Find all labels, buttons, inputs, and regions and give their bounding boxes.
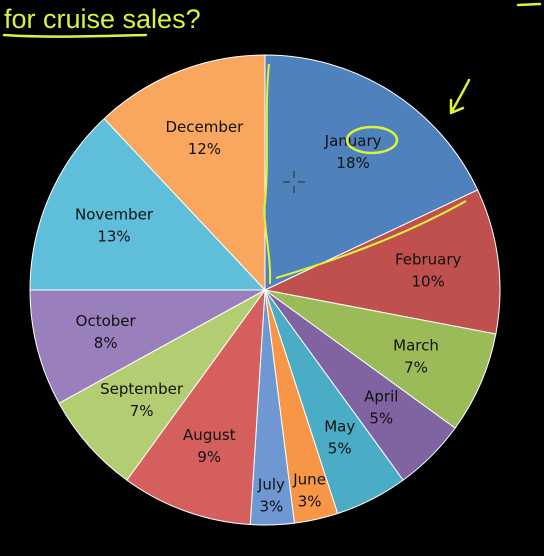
heading-text: for cruise sales? <box>4 4 201 34</box>
slice-month-name: September <box>100 380 184 398</box>
pie-slice-march <box>264 289 497 429</box>
question-heading: for cruise sales? <box>2 2 542 38</box>
slice-month-name: June <box>292 471 326 489</box>
slice-percent-label: 18% <box>336 154 369 172</box>
slice-percent-label: 3% <box>298 493 322 511</box>
slice-label-september: September 7% <box>100 380 184 420</box>
slice-month-name: July <box>257 475 285 493</box>
slice-month-name: May <box>324 418 355 436</box>
heading-underline <box>2 33 148 38</box>
slice-label-march: March 7% <box>393 336 439 376</box>
corner-ink-stroke <box>516 2 542 7</box>
slice-percent-label: 8% <box>94 334 118 352</box>
slice-label-november: November 13% <box>75 206 154 246</box>
slice-month-name: March <box>393 336 439 354</box>
slice-percent-label: 7% <box>130 402 154 420</box>
cursor-crosshair-icon <box>283 171 305 193</box>
slice-label-april: April 5% <box>364 387 398 427</box>
slice-percent-label: 5% <box>369 409 393 427</box>
slice-month-name: January <box>324 132 382 150</box>
slice-label-may: May 5% <box>324 418 355 458</box>
slice-percent-label: 10% <box>412 272 445 290</box>
slice-label-july: July 3% <box>257 475 285 515</box>
annotation-circle <box>345 125 399 155</box>
slice-percent-label: 9% <box>197 448 221 466</box>
slice-percent-label: 7% <box>404 358 428 376</box>
pie-slice-october <box>29 289 266 404</box>
slice-month-name: August <box>183 426 236 444</box>
pie-slice-january <box>264 54 479 291</box>
slice-label-february: February 10% <box>395 250 462 290</box>
slice-percent-label: 12% <box>188 140 221 158</box>
slice-percent-label: 3% <box>260 497 284 515</box>
slice-percent-label: 5% <box>328 440 352 458</box>
annotation-diagonal-stroke <box>275 200 467 279</box>
slice-month-name: April <box>364 387 398 405</box>
annotation-vertical-stroke <box>262 63 272 285</box>
slice-percent-label: 13% <box>97 228 130 246</box>
pie-slice-december <box>103 54 266 292</box>
pie-slice-february <box>263 189 501 335</box>
slice-label-january: January 18% <box>324 132 382 172</box>
slice-label-october: October 8% <box>76 312 137 352</box>
slice-label-december: December 12% <box>166 118 245 158</box>
slice-month-name: November <box>75 206 154 224</box>
slice-label-august: August 9% <box>183 426 236 466</box>
pie-slice-august <box>126 288 266 526</box>
pie-slice-november <box>29 117 267 291</box>
slice-month-name: December <box>166 118 245 136</box>
slice-month-name: October <box>76 312 137 330</box>
slice-label-june: June 3% <box>292 471 326 511</box>
pie-chart: January 18% February 10% March 7% April 5% May 5%… <box>29 54 501 526</box>
slice-month-name: February <box>395 250 462 268</box>
pie-slice-september <box>58 289 266 481</box>
arrow-icon <box>449 78 471 115</box>
handwritten-annotations <box>262 63 471 285</box>
